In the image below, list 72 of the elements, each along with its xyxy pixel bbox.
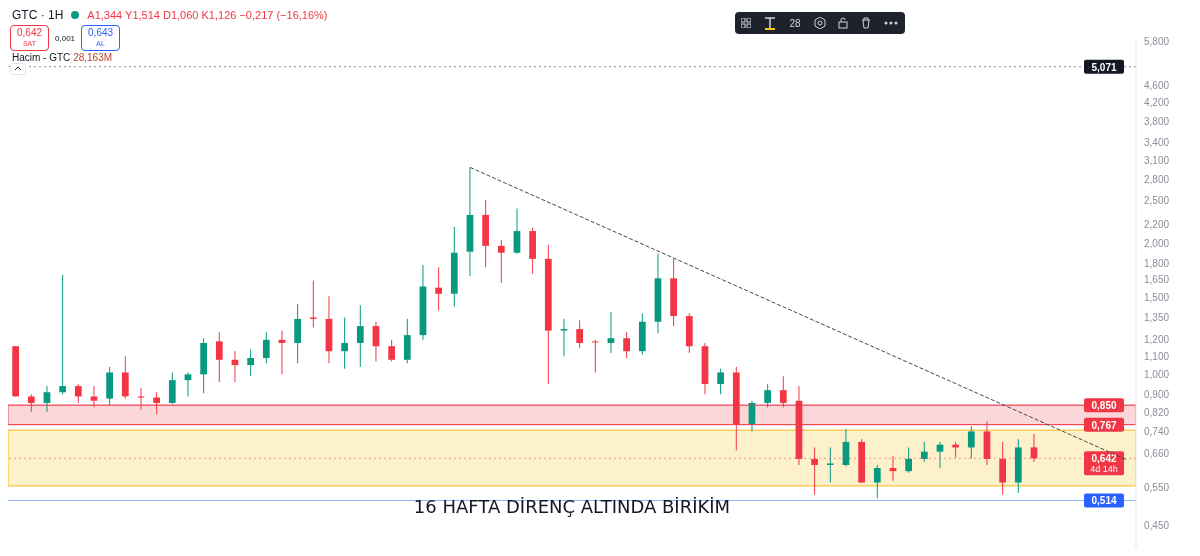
y-tick-label: 2,500 (1144, 195, 1170, 207)
y-tick-label: 0,740 (1144, 425, 1170, 437)
candlestick (168, 371, 176, 405)
y-tick-label: 1,800 (1144, 257, 1170, 269)
ref-line-label: 0,850 (1091, 400, 1117, 412)
candlestick (497, 239, 505, 284)
candlestick (90, 385, 98, 408)
y-tick-label: 0,660 (1144, 447, 1170, 459)
y-tick-label: 1,000 (1144, 368, 1170, 380)
candlestick (560, 318, 568, 357)
candlestick (153, 391, 161, 415)
candlestick (513, 207, 521, 255)
candlestick (435, 266, 443, 312)
candlestick (215, 331, 223, 383)
candlestick (905, 446, 913, 474)
candlestick (43, 385, 51, 413)
y-tick-label: 3,400 (1144, 137, 1170, 148)
candlestick (779, 375, 787, 408)
candlestick (121, 355, 129, 400)
y-tick-label: 2,000 (1144, 237, 1170, 249)
candlestick (576, 319, 584, 349)
band-label: 16 HAFTA DİRENÇ ALTINDA BİRİKİM (413, 495, 731, 517)
candlestick (388, 339, 396, 363)
y-tick-label: 1,100 (1144, 350, 1170, 362)
candlestick (184, 371, 192, 397)
candlestick (999, 441, 1007, 496)
y-tick-label: 0,900 (1144, 388, 1170, 400)
chart-title: GTC · 1H (12, 8, 64, 22)
y-tick-label: 1,350 (1144, 312, 1170, 324)
annotation: 0,642 (17, 27, 43, 38)
y-tick-label: 4,600 (1144, 79, 1170, 91)
annotation: Hacim - GTC (12, 52, 71, 63)
candlestick (873, 464, 881, 499)
y-tick-label: 0,820 (1144, 406, 1170, 418)
candlestick (262, 331, 270, 364)
y-tick-label: 1,500 (1144, 292, 1170, 304)
chart-subtitle: A1,344 Y1,514 D1,060 K1,126 −0,217 (−16,16%) (87, 9, 328, 21)
y-tick-label: 3,800 (1144, 115, 1170, 127)
candlestick (309, 280, 317, 329)
annotation: 28,163M (73, 52, 113, 63)
candlestick (811, 446, 819, 496)
candlestick (717, 368, 725, 395)
ref-line-label: 0,642 (1091, 453, 1117, 465)
candlestick (623, 331, 631, 359)
y-tick-label: 1,650 (1144, 274, 1170, 286)
y-tick-label: 4,200 (1144, 96, 1170, 108)
candlestick (591, 339, 599, 373)
y-tick-label: 1,200 (1144, 334, 1170, 346)
text: 28 (789, 17, 801, 29)
candlestick (967, 425, 975, 459)
y-tick-label: 5,800 (1144, 35, 1170, 47)
y-tick-label: 2,200 (1144, 219, 1170, 231)
candlestick (607, 311, 615, 354)
candlestick (74, 383, 82, 404)
annotation: 0,001 (55, 33, 76, 43)
candlestick (356, 304, 364, 368)
y-tick-label: 2,800 (1144, 173, 1170, 185)
annotation: 4d 14h (1090, 464, 1118, 475)
annotation: 0,643 (88, 27, 114, 38)
y-tick-label: 0,550 (1144, 482, 1170, 494)
candlestick (247, 349, 255, 377)
candlestick (764, 383, 772, 408)
ref-line-label: 0,767 (1091, 419, 1117, 431)
candlestick (341, 316, 349, 370)
candlestick (826, 446, 834, 484)
candlestick (59, 274, 67, 395)
candlestick (920, 441, 928, 463)
y-tick-label: 0,450 (1144, 520, 1170, 532)
ref-line-label: 0,514 (1091, 495, 1117, 507)
y-tick-label: 3,100 (1144, 154, 1170, 166)
ref-line-label: 5,071 (1091, 61, 1117, 73)
candlestick (137, 387, 145, 411)
